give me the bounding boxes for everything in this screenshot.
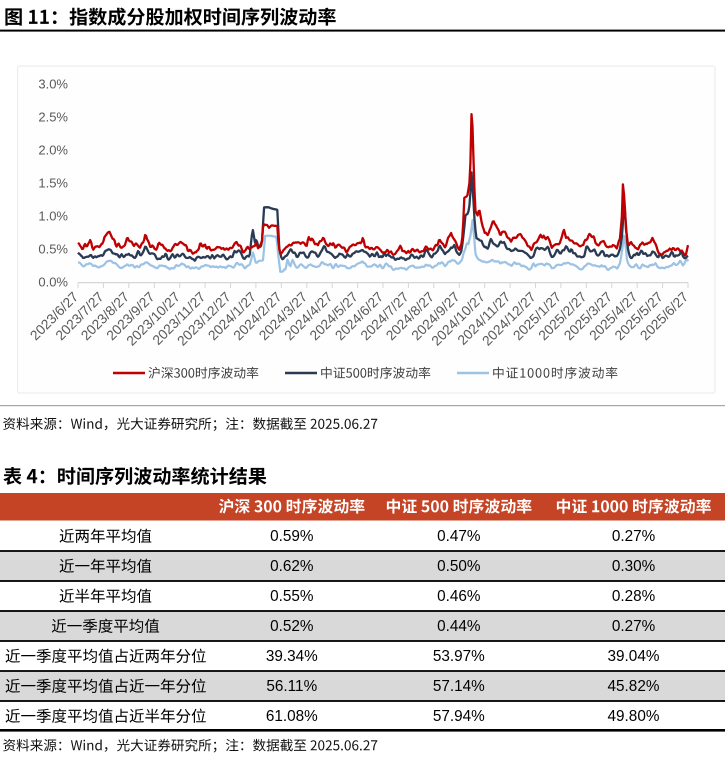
svg-text:1.5%: 1.5% [38, 176, 68, 191]
svg-text:57.94%: 57.94% [433, 708, 485, 725]
svg-text:39.34%: 39.34% [266, 648, 318, 665]
svg-text:0.44%: 0.44% [437, 618, 481, 635]
svg-text:0.46%: 0.46% [437, 588, 481, 605]
svg-text:0.50%: 0.50% [437, 558, 481, 575]
svg-text:0.59%: 0.59% [270, 528, 314, 545]
svg-text:0.62%: 0.62% [270, 558, 314, 575]
svg-text:0.28%: 0.28% [612, 588, 656, 605]
svg-text:53.97%: 53.97% [433, 648, 485, 665]
svg-text:2.5%: 2.5% [38, 110, 68, 125]
svg-text:45.82%: 45.82% [608, 678, 660, 695]
svg-text:0.27%: 0.27% [612, 528, 656, 545]
svg-text:1.0%: 1.0% [38, 209, 68, 224]
svg-text:0.47%: 0.47% [437, 528, 481, 545]
svg-text:3.0%: 3.0% [38, 77, 68, 92]
svg-text:0.5%: 0.5% [38, 242, 68, 257]
svg-text:0.55%: 0.55% [270, 588, 314, 605]
svg-text:2.0%: 2.0% [38, 143, 68, 158]
svg-text:39.04%: 39.04% [608, 648, 660, 665]
svg-text:0.30%: 0.30% [612, 558, 656, 575]
svg-text:49.80%: 49.80% [608, 708, 660, 725]
svg-text:0.0%: 0.0% [38, 275, 68, 290]
svg-text:61.08%: 61.08% [266, 708, 318, 725]
svg-text:0.52%: 0.52% [270, 618, 314, 635]
svg-text:0.27%: 0.27% [612, 618, 656, 635]
svg-text:56.11%: 56.11% [266, 678, 317, 695]
svg-text:57.14%: 57.14% [433, 678, 485, 695]
